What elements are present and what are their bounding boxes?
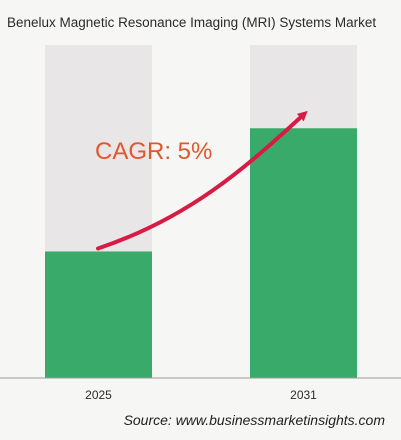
x-ticks-group: 2025 2031	[85, 388, 317, 402]
bars-group	[45, 45, 357, 378]
bar-2025	[45, 251, 152, 378]
x-tick-label-2025: 2025	[85, 388, 112, 402]
bar-2031	[250, 128, 357, 378]
cagr-arrow	[96, 110, 308, 251]
cagr-annotation: CAGR: 5%	[95, 138, 212, 165]
chart-title: Benelux Magnetic Resonance Imaging (MRI)…	[7, 15, 377, 30]
x-tick-label-2031: 2031	[290, 388, 317, 402]
source-caption: Source: www.businessmarketinsights.com	[123, 412, 385, 428]
